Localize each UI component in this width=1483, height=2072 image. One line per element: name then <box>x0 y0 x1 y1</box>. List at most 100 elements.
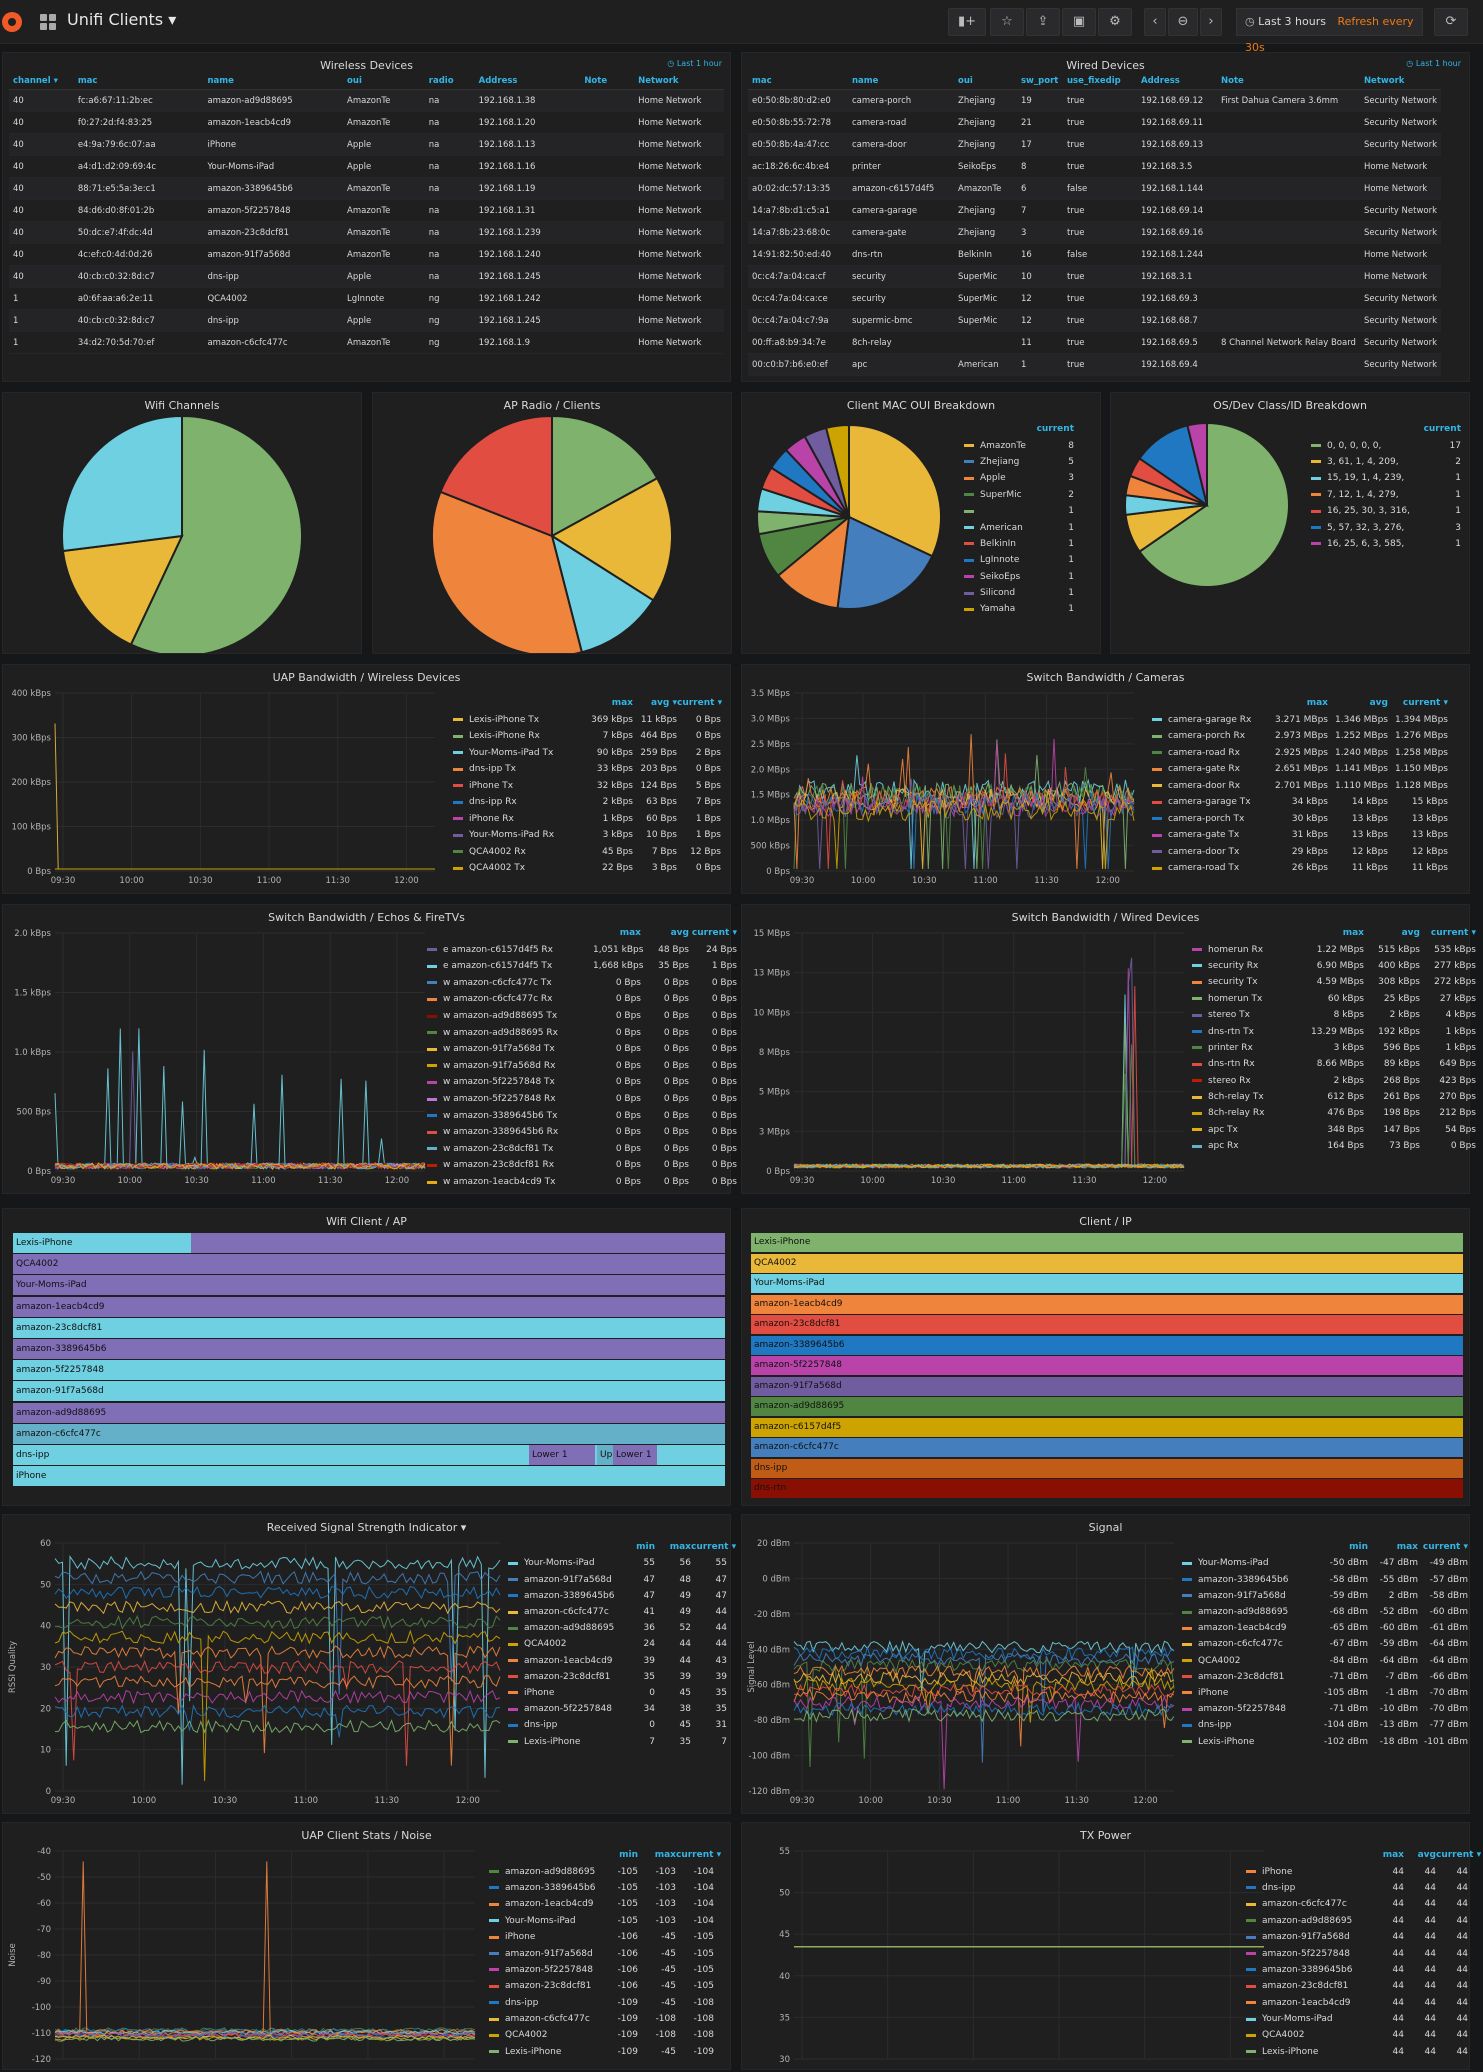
column-header-oui[interactable]: oui <box>343 73 425 90</box>
column-header-oui[interactable]: oui <box>954 73 1017 90</box>
timeline-row[interactable]: QCA4002 <box>751 1253 1463 1273</box>
legend-item[interactable]: amazon-1eacb4cd9 -105 -103 -104 <box>489 1896 714 1912</box>
timeline-row[interactable]: amazon-1eacb4cd9 <box>13 1296 725 1317</box>
legend-item[interactable]: Lexis-iPhone 7 35 7 <box>508 1733 727 1749</box>
column-header-name[interactable]: name <box>848 73 954 90</box>
timeline-row[interactable]: Lexis-iPhone <box>751 1233 1463 1252</box>
legend-item[interactable]: dns-ipp 44 44 44 <box>1246 1880 1468 1896</box>
legend-item[interactable]: Zhejiang 5 <box>964 454 1074 470</box>
legend-item[interactable]: 7, 12, 1, 4, 279, 1 <box>1311 487 1461 503</box>
column-header-address[interactable]: Address <box>474 73 581 90</box>
timeline-row[interactable]: amazon-3389645b6 <box>751 1335 1463 1355</box>
column-header-name[interactable]: name <box>203 73 344 90</box>
grafana-logo-icon[interactable] <box>2 12 22 32</box>
panel-title[interactable]: TX Power <box>1079 1829 1131 1842</box>
timeline-row[interactable]: iPhone <box>13 1466 725 1487</box>
timeline-row[interactable]: amazon-23c8dcf81 <box>13 1317 725 1338</box>
legend-item[interactable]: stereo Tx 8 kBps 2 kBps 4 kBps <box>1192 1007 1476 1023</box>
panel-title[interactable]: Switch Bandwidth / Wired Devices <box>1011 911 1200 924</box>
legend-column-max[interactable]: max <box>1396 1542 1418 1553</box>
legend-item[interactable]: w amazon-5f2257848 Tx 0 Bps 0 Bps 0 Bps <box>427 1074 737 1091</box>
legend-item[interactable]: Lexis-iPhone 44 44 44 <box>1246 2044 1468 2060</box>
legend-item[interactable]: w amazon-23c8dcf81 Rx 0 Bps 0 Bps 0 Bps <box>427 1157 737 1174</box>
legend-item[interactable]: security Rx 6.90 MBps 400 kBps 277 kBps <box>1192 958 1476 974</box>
dashboard-grid-icon[interactable] <box>40 14 56 30</box>
legend-item[interactable]: w amazon-91f7a568d Rx 0 Bps 0 Bps 0 Bps <box>427 1058 737 1075</box>
legend-item[interactable]: amazon-91f7a568d 44 44 44 <box>1246 1929 1468 1945</box>
legend-item[interactable]: dns-ipp Tx 33 kBps 203 Bps 0 Bps <box>453 761 721 778</box>
legend-column-avg[interactable]: avg ▾ <box>650 698 677 709</box>
legend-item[interactable]: amazon-1eacb4cd9 -65 dBm -60 dBm -61 dBm <box>1182 1620 1468 1636</box>
timeline-row[interactable]: amazon-1eacb4cd9 <box>751 1294 1463 1314</box>
legend-item[interactable]: security Tx 4.59 MBps 308 kBps 272 kBps <box>1192 974 1476 990</box>
legend-item[interactable]: dns-ipp 0 45 31 <box>508 1717 727 1733</box>
legend-item[interactable]: American 1 <box>964 519 1074 535</box>
legend-item[interactable]: QCA4002 -109 -108 -108 <box>489 2027 714 2043</box>
legend-item[interactable]: iPhone Tx 32 kBps 124 Bps 5 Bps <box>453 777 721 794</box>
timeline-row[interactable]: amazon-ad9d88695 <box>751 1397 1463 1416</box>
timeline-row[interactable]: amazon-c6cfc477c <box>13 1423 725 1444</box>
legend-item[interactable]: dns-ipp -109 -45 -108 <box>489 1995 714 2011</box>
legend-item[interactable]: Lexis-iPhone -102 dBm -18 dBm -101 dBm <box>1182 1733 1468 1749</box>
timeline-row[interactable]: QCA4002 <box>13 1254 725 1275</box>
column-header-channel[interactable]: channel ▾ <box>9 73 74 90</box>
legend-item[interactable]: w amazon-91f7a568d Tx 0 Bps 0 Bps 0 Bps <box>427 1041 737 1058</box>
legend-column-current[interactable]: current ▾ <box>1436 1850 1482 1861</box>
legend-item[interactable]: QCA4002 -84 dBm -64 dBm -64 dBm <box>1182 1653 1468 1669</box>
legend-item[interactable]: apc Tx 348 Bps 147 Bps 54 Bps <box>1192 1122 1476 1138</box>
legend-item[interactable]: LgInnote 1 <box>964 552 1074 568</box>
legend-item[interactable]: amazon-ad9d88695 -105 -103 -104 <box>489 1863 714 1879</box>
legend-item[interactable]: 5, 57, 32, 3, 276, 3 <box>1311 519 1461 535</box>
column-header-sw_port[interactable]: sw_port <box>1017 73 1063 90</box>
zoom-out-button[interactable]: ⊖ <box>1168 8 1198 36</box>
legend-column-current[interactable]: current ▾ <box>677 698 723 709</box>
legend-item[interactable]: iPhone 0 45 35 <box>508 1685 727 1701</box>
legend-item[interactable]: printer Rx 3 kBps 596 Bps 1 kBps <box>1192 1040 1476 1056</box>
time-forward-button[interactable]: › <box>1200 8 1222 36</box>
legend-item[interactable]: amazon-c6cfc477c 44 44 44 <box>1246 1896 1468 1912</box>
legend-item[interactable]: QCA4002 Tx 22 Bps 3 Bps 0 Bps <box>453 860 721 877</box>
legend-item[interactable]: 3, 61, 1, 4, 209, 2 <box>1311 454 1461 470</box>
legend-header[interactable]: current <box>1036 424 1074 435</box>
legend-item[interactable]: w amazon-5f2257848 Rx 0 Bps 0 Bps 0 Bps <box>427 1091 737 1108</box>
column-header-note[interactable]: Note <box>580 73 635 90</box>
legend-column-max[interactable]: max <box>669 1542 691 1553</box>
legend-item[interactable]: amazon-5f2257848 -106 -45 -105 <box>489 1962 714 1978</box>
add-panel-button[interactable]: ▮+ <box>948 8 986 36</box>
legend-column-max[interactable]: max <box>654 1850 676 1861</box>
legend-item[interactable]: camera-porch Rx 2.973 MBps 1.252 MBps 1.276… <box>1152 728 1448 745</box>
legend-item[interactable]: AmazonTe 8 <box>964 437 1074 453</box>
timeline-row[interactable]: amazon-5f2257848 <box>13 1360 725 1381</box>
column-header-use_fixedip[interactable]: use_fixedip <box>1063 73 1137 90</box>
save-button[interactable]: ▣ <box>1062 8 1096 36</box>
legend-column-max[interactable]: max <box>611 698 633 709</box>
legend-item[interactable]: stereo Rx 2 kBps 268 Bps 423 Bps <box>1192 1073 1476 1089</box>
legend-item[interactable]: amazon-91f7a568d -106 -45 -105 <box>489 1945 714 1961</box>
legend-item[interactable]: amazon-ad9d88695 44 44 44 <box>1246 1913 1468 1929</box>
legend-column-current[interactable]: current ▾ <box>1430 928 1476 939</box>
panel-title[interactable]: Signal <box>1088 1521 1123 1534</box>
timeline-row[interactable]: Lexis-iPhone <box>13 1233 725 1253</box>
legend-item[interactable]: w amazon-ad9d88695 Tx 0 Bps 0 Bps 0 Bps <box>427 1008 737 1025</box>
column-header-mac[interactable]: mac <box>73 73 204 90</box>
legend-item[interactable]: SuperMic 2 <box>964 487 1074 503</box>
legend-item[interactable]: amazon-1eacb4cd9 44 44 44 <box>1246 1995 1468 2011</box>
legend-item[interactable]: amazon-3389645b6 -58 dBm -55 dBm -57 dBm <box>1182 1572 1468 1588</box>
legend-item[interactable]: w amazon-1eacb4cd9 Tx 0 Bps 0 Bps 0 Bps <box>427 1174 737 1191</box>
legend-item[interactable]: e amazon-c6157d4f5 Rx 1,051 kBps 48 Bps 24 … <box>427 941 737 958</box>
legend-item[interactable]: iPhone -105 dBm -1 dBm -70 dBm <box>1182 1685 1468 1701</box>
legend-item[interactable]: 8ch-relay Tx 612 Bps 261 Bps 270 Bps <box>1192 1089 1476 1105</box>
legend-item[interactable]: amazon-5f2257848 -71 dBm -10 dBm -70 dBm <box>1182 1701 1468 1717</box>
legend-column-min[interactable]: min <box>1349 1542 1368 1553</box>
legend-item[interactable]: amazon-c6cfc477c -67 dBm -59 dBm -64 dBm <box>1182 1636 1468 1652</box>
legend-item[interactable]: camera-garage Rx 3.271 MBps 1.346 MBps 1.39… <box>1152 711 1448 728</box>
legend-item[interactable]: amazon-ad9d88695 36 52 44 <box>508 1620 727 1636</box>
legend-column-avg[interactable]: avg <box>670 928 689 939</box>
timeline-row[interactable]: Your-Moms-iPad <box>751 1274 1463 1293</box>
legend-item[interactable]: amazon-23c8dcf81 35 39 39 <box>508 1669 727 1685</box>
legend-item[interactable]: Yamaha 1 <box>964 601 1074 617</box>
legend-column-min[interactable]: min <box>636 1542 655 1553</box>
panel-title[interactable]: UAP Client Stats / Noise <box>301 1829 432 1842</box>
legend-item[interactable]: camera-road Rx 2.925 MBps 1.240 MBps 1.258 … <box>1152 744 1448 761</box>
legend-item[interactable]: Lexis-iPhone Tx 369 kBps 11 kBps 0 Bps <box>453 711 721 728</box>
